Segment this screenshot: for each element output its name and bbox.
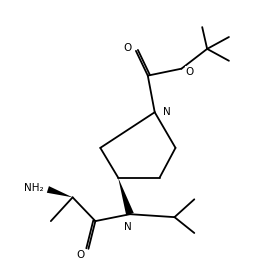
Text: N: N: [163, 107, 170, 117]
Polygon shape: [47, 186, 72, 197]
Text: O: O: [124, 43, 132, 53]
Text: N: N: [124, 222, 132, 232]
Polygon shape: [118, 178, 134, 215]
Text: O: O: [186, 67, 194, 77]
Text: O: O: [76, 250, 84, 260]
Text: NH₂: NH₂: [24, 183, 44, 193]
